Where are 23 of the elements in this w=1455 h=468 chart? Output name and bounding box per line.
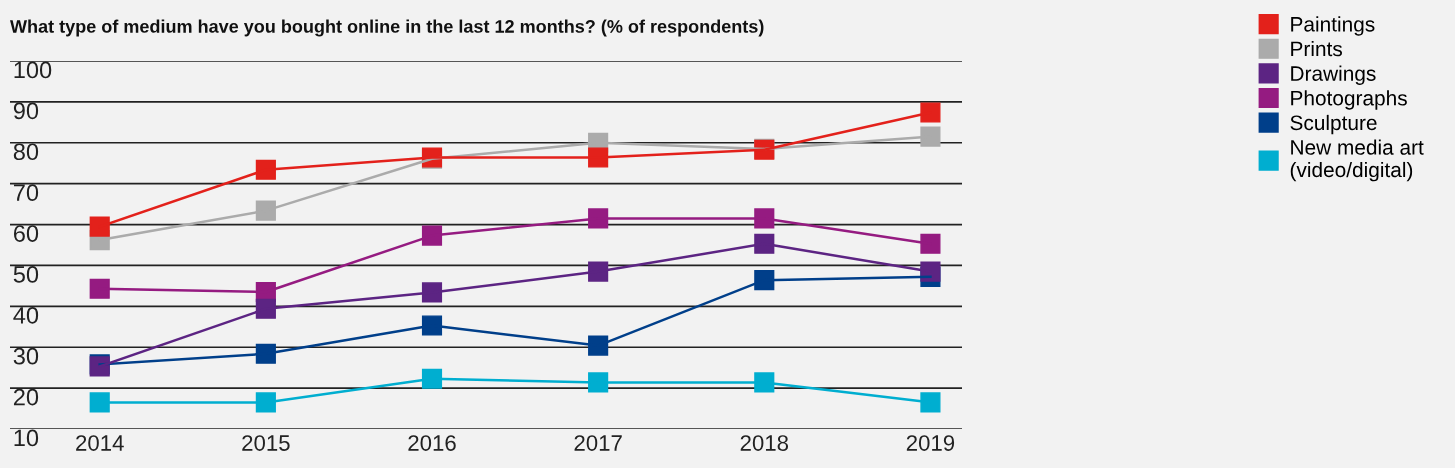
y-tick-label: 30	[13, 347, 39, 365]
x-tick-label: 2014	[76, 435, 124, 451]
x-tick-label: 2017	[574, 435, 622, 451]
y-tick-label: 20	[13, 388, 39, 406]
legend-label: Prints	[1291, 40, 1342, 57]
legend-label: New media art (video/digital)	[1290, 139, 1424, 182]
y-tick-label: 40	[13, 306, 39, 324]
y-tick-label: 10	[14, 429, 39, 447]
legend-label: Photographs	[1291, 90, 1407, 110]
y-tick-label: 80	[13, 143, 39, 161]
legend-label: Sculpture	[1290, 114, 1377, 135]
y-tick-label: 100	[14, 61, 52, 79]
x-tick-label: 2019	[906, 435, 955, 451]
legend-label: Drawings	[1291, 65, 1376, 86]
x-tick-label: 2016	[408, 435, 456, 451]
x-tick-label: 2015	[242, 435, 290, 451]
x-tick-label: 2018	[740, 435, 789, 451]
y-tick-label: 50	[13, 266, 39, 283]
legend-label: Paintings	[1291, 16, 1375, 36]
y-tick-label: 60	[13, 225, 39, 242]
y-tick-label: 90	[13, 102, 39, 120]
y-tick-label: 70	[13, 184, 39, 202]
chart-title: What type of medium have you bought online in the last 12 months? (% of respondents)	[10, 19, 764, 37]
